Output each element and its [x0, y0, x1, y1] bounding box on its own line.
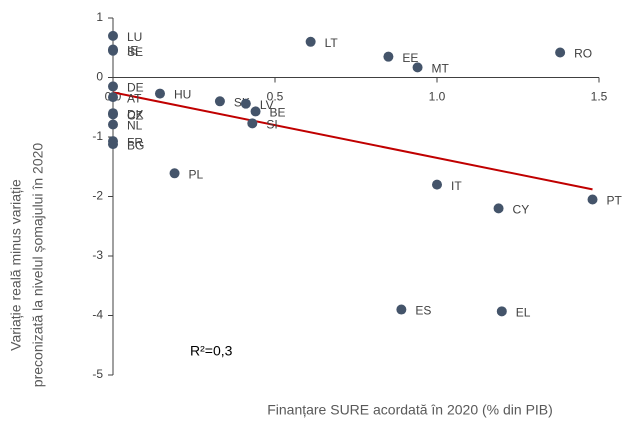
point-label: MT [432, 62, 450, 76]
point [108, 92, 118, 103]
point [108, 109, 118, 120]
x-tick-label: 1.5 [591, 90, 608, 104]
point [555, 47, 566, 58]
point-label: DK [127, 107, 144, 121]
point [432, 179, 442, 190]
point [240, 98, 251, 109]
point [108, 45, 118, 56]
point-label: AT [127, 91, 142, 105]
point [493, 203, 504, 214]
y-axis-label: Variație reală minus variație [8, 179, 24, 351]
y-tick-label: 0 [96, 70, 103, 84]
point-label: LT [325, 36, 339, 50]
point-label: IT [451, 179, 462, 193]
annotation: R²=0,3 [190, 343, 233, 359]
point-label: HU [174, 88, 191, 102]
point-label: SI [266, 117, 277, 131]
point [396, 304, 407, 315]
point [169, 168, 180, 179]
point [587, 194, 598, 205]
point-label: EL [516, 306, 531, 320]
point-label: SE [127, 45, 143, 59]
point-label: LV [260, 98, 274, 112]
point [108, 119, 118, 130]
point-label: ES [415, 304, 431, 318]
point [214, 96, 225, 107]
x-tick-label: 0.5 [267, 90, 284, 104]
point-label: PL [189, 167, 204, 181]
y-tick-label: -5 [92, 367, 103, 381]
point [383, 51, 394, 62]
point-label: EE [402, 51, 418, 65]
y-tick-label: -3 [92, 248, 103, 262]
point [154, 88, 165, 99]
point [108, 81, 118, 92]
point [305, 36, 316, 47]
point [108, 139, 118, 150]
point-label: PT [607, 194, 623, 208]
trendline [112, 91, 593, 191]
y-tick-label: -1 [92, 129, 103, 143]
point-label: FR [127, 135, 143, 149]
point-label: CZ [127, 109, 143, 123]
point-label: RO [574, 47, 592, 61]
point-label: NL [127, 119, 143, 133]
point [108, 30, 118, 41]
point [250, 106, 261, 117]
x-tick-label: 1.0 [429, 90, 446, 104]
y-tick-label: -4 [92, 308, 103, 322]
y-tick-label: -2 [92, 189, 103, 203]
point [496, 306, 507, 317]
point-label: LU [127, 30, 142, 44]
x-axis-label: Finanțare SURE acordată în 2020 (% din P… [267, 402, 553, 418]
point-label: BE [270, 106, 286, 120]
point [412, 62, 423, 73]
point-label: CY [513, 203, 530, 217]
point-label: DE [127, 81, 144, 95]
y-tick-label: 1 [96, 10, 103, 24]
y-axis-label: preconizată la nivelul șomajului în 2020 [30, 143, 46, 388]
point-label: IE [127, 44, 138, 58]
point-label: BG [127, 138, 144, 152]
point [247, 118, 258, 129]
